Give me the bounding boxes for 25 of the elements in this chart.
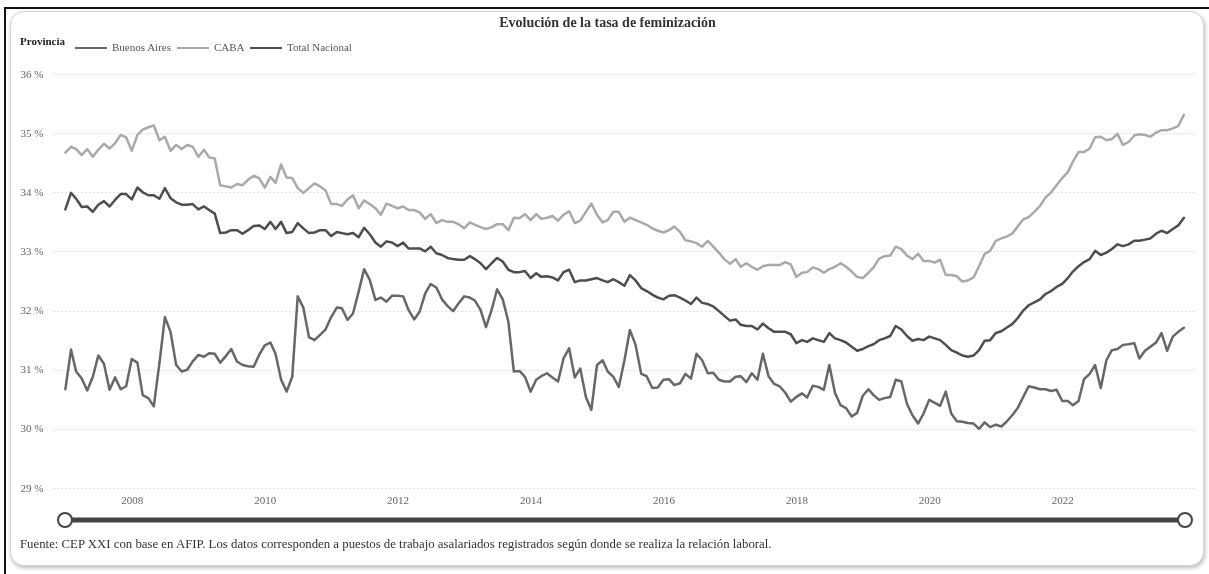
x-tick-label: 2012 [387, 493, 410, 506]
source-note: Fuente: CEP XXI con base en AFIP. Los datos corresponden a puestos de trabajo asalariados registrados según donde se realiza la relación laboral. [20, 537, 772, 552]
legend-label: Total Nacional [287, 41, 352, 53]
y-tick-label: 29 % [20, 481, 44, 494]
line-series [64, 186, 1186, 358]
y-tick-label: 31 % [20, 363, 44, 376]
y-tick-label: 35 % [20, 126, 44, 139]
y-tick-label: 36 % [20, 67, 44, 80]
legend-label: CABA [214, 41, 245, 53]
x-tick-label: 2008 [121, 493, 144, 506]
y-tick-label: 32 % [20, 304, 44, 317]
x-tick-label: 2018 [785, 493, 809, 506]
legend-label: Buenos Aires [112, 41, 171, 53]
line-series [64, 267, 1186, 431]
x-tick-label: 2014 [520, 493, 543, 506]
legend-title: Provincia [20, 35, 66, 47]
x-tick-label: 2020 [918, 493, 942, 506]
y-tick-label: 30 % [20, 422, 44, 435]
y-tick-label: 34 % [20, 185, 44, 198]
y-tick-label: 33 % [20, 244, 44, 257]
x-tick-label: 2022 [1051, 493, 1074, 506]
x-tick-label: 2016 [652, 493, 676, 506]
x-tick-label: 2010 [254, 493, 277, 506]
line-series [64, 113, 1186, 283]
chart-title: Evolución de la tasa de feminización [499, 15, 717, 30]
